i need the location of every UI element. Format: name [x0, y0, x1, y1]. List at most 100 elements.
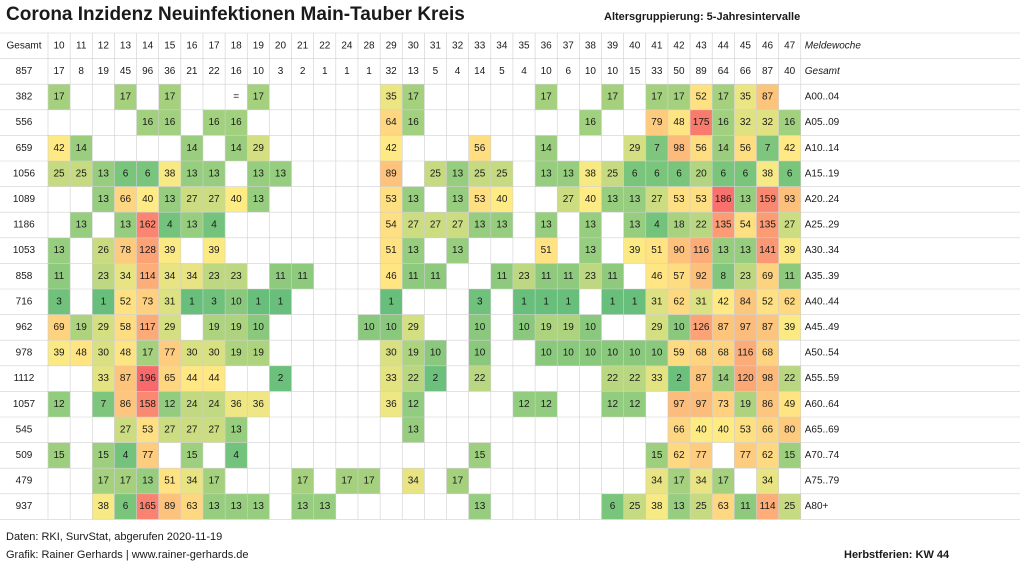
cell-value-label: 10: [474, 348, 486, 359]
heatmap-cell: [512, 391, 536, 417]
cell-value-label: 13: [474, 501, 486, 512]
weekly-total-value: 15: [629, 66, 641, 77]
heatmap-cell: [269, 161, 292, 187]
cell-value-label: 13: [231, 424, 243, 435]
cell-value-label: 56: [474, 143, 486, 154]
cell-value-label: 31: [164, 296, 176, 307]
cell-value-label: 27: [120, 424, 132, 435]
cell-value-label: 59: [673, 348, 685, 359]
cell-value-label: 90: [673, 245, 685, 256]
cell-marker-label: =: [233, 92, 239, 103]
row-total-value: 1057: [13, 399, 36, 410]
heatmap-cell: [712, 186, 735, 213]
cell-value-label: 10: [629, 348, 641, 359]
heatmap-cell: [136, 442, 159, 469]
age-group-label: A05..09: [805, 117, 840, 128]
cell-value-label: 11: [563, 271, 574, 282]
cell-value-label: 1: [278, 296, 284, 307]
heatmap-cell: [202, 365, 226, 392]
weekly-total-value: 5: [499, 66, 505, 77]
heatmap-cell: [136, 186, 159, 213]
heatmap-cell: [601, 365, 624, 392]
heatmap-cell: [402, 340, 425, 366]
heatmap-cell: [380, 289, 403, 315]
heatmap-cell: [535, 289, 558, 315]
heatmap-cell: [756, 365, 779, 392]
heatmap-cell: [158, 493, 181, 520]
heatmap-cell: [380, 314, 403, 341]
heatmap-cell: [535, 263, 558, 289]
heatmap-cell: [667, 493, 691, 520]
cell-value-label: 86: [120, 399, 132, 410]
cell-value-label: 11: [740, 501, 751, 512]
heatmap-cell: [535, 212, 558, 238]
cell-value-label: 56: [740, 143, 752, 154]
x-tick-label: 36: [541, 40, 553, 51]
heatmap-cell: [490, 212, 513, 238]
heatmap-cell: [712, 161, 735, 187]
cell-value-label: 15: [651, 450, 663, 461]
x-tick-label: 20: [275, 40, 287, 51]
cell-value-label: 10: [386, 322, 398, 333]
heatmap-cell: [313, 493, 336, 520]
heatmap-cell: [402, 237, 425, 264]
cell-value-label: 3: [477, 296, 483, 307]
cell-value-label: 10: [474, 322, 486, 333]
heatmap-cell: [402, 186, 425, 213]
cell-value-label: 19: [231, 322, 243, 333]
cell-value-label: 11: [430, 271, 441, 282]
heatmap-cell: [446, 161, 469, 187]
heatmap-cell: [180, 135, 203, 161]
heatmap-cell: [756, 212, 779, 238]
cell-value-label: 10: [363, 322, 375, 333]
age-group-label: A20..24: [805, 194, 840, 205]
cell-value-label: 27: [186, 194, 198, 205]
heatmap-cell: [158, 237, 181, 264]
heatmap-cell: [712, 493, 735, 520]
heatmap-cell: [734, 135, 757, 161]
heatmap-cell: [180, 365, 203, 392]
cell-value-label: 17: [673, 476, 685, 487]
heatmap-cell: [645, 212, 668, 238]
cell-value-label: 31: [696, 296, 708, 307]
cell-value-label: 29: [651, 322, 663, 333]
cell-value-label: 66: [673, 424, 685, 435]
cell-value-label: 135: [759, 220, 776, 231]
heatmap-cell: [70, 340, 93, 366]
chart-subtitle: Altersgruppierung: 5-Jahresintervalle: [604, 11, 801, 23]
heatmap-cell: [601, 493, 624, 520]
heatmap-cell: [247, 493, 270, 520]
heatmap-cell: [756, 263, 779, 289]
cell-value-label: 63: [718, 501, 730, 512]
cell-value-label: 3: [211, 296, 217, 307]
cell-value-label: 36: [231, 399, 243, 410]
cell-value-label: 87: [762, 322, 774, 333]
weekly-total-value: 66: [740, 66, 752, 77]
cell-value-label: 19: [740, 399, 752, 410]
row-total-value: 1089: [13, 194, 36, 205]
heatmap-cell: [114, 289, 137, 315]
heatmap-cell: [136, 391, 159, 417]
x-tick-label: 16: [186, 40, 198, 51]
cell-value-label: 42: [784, 143, 796, 154]
cell-value-label: 19: [563, 322, 575, 333]
x-tick-label: 47: [784, 40, 796, 51]
cell-value-label: 39: [784, 322, 796, 333]
cell-value-label: 16: [718, 117, 730, 128]
heatmap-cell: [225, 340, 248, 366]
cell-value-label: 120: [737, 373, 754, 384]
heatmap-cell: [70, 135, 93, 161]
heatmap-cell: [690, 391, 713, 417]
heatmap-cell: [136, 161, 159, 187]
total-row-label: Gesamt: [805, 66, 841, 77]
heatmap-cell: [225, 417, 248, 443]
heatmap-cell: [778, 135, 801, 161]
age-group-label: A40..44: [805, 296, 840, 307]
heatmap-cell: [70, 314, 93, 341]
weekly-total-value: 45: [120, 66, 132, 77]
grand-total-value: 857: [16, 66, 33, 77]
cell-value-label: 17: [541, 92, 553, 103]
heatmap-cell: [778, 186, 801, 213]
cell-value-label: 19: [231, 348, 243, 359]
cell-value-label: 14: [718, 143, 730, 154]
